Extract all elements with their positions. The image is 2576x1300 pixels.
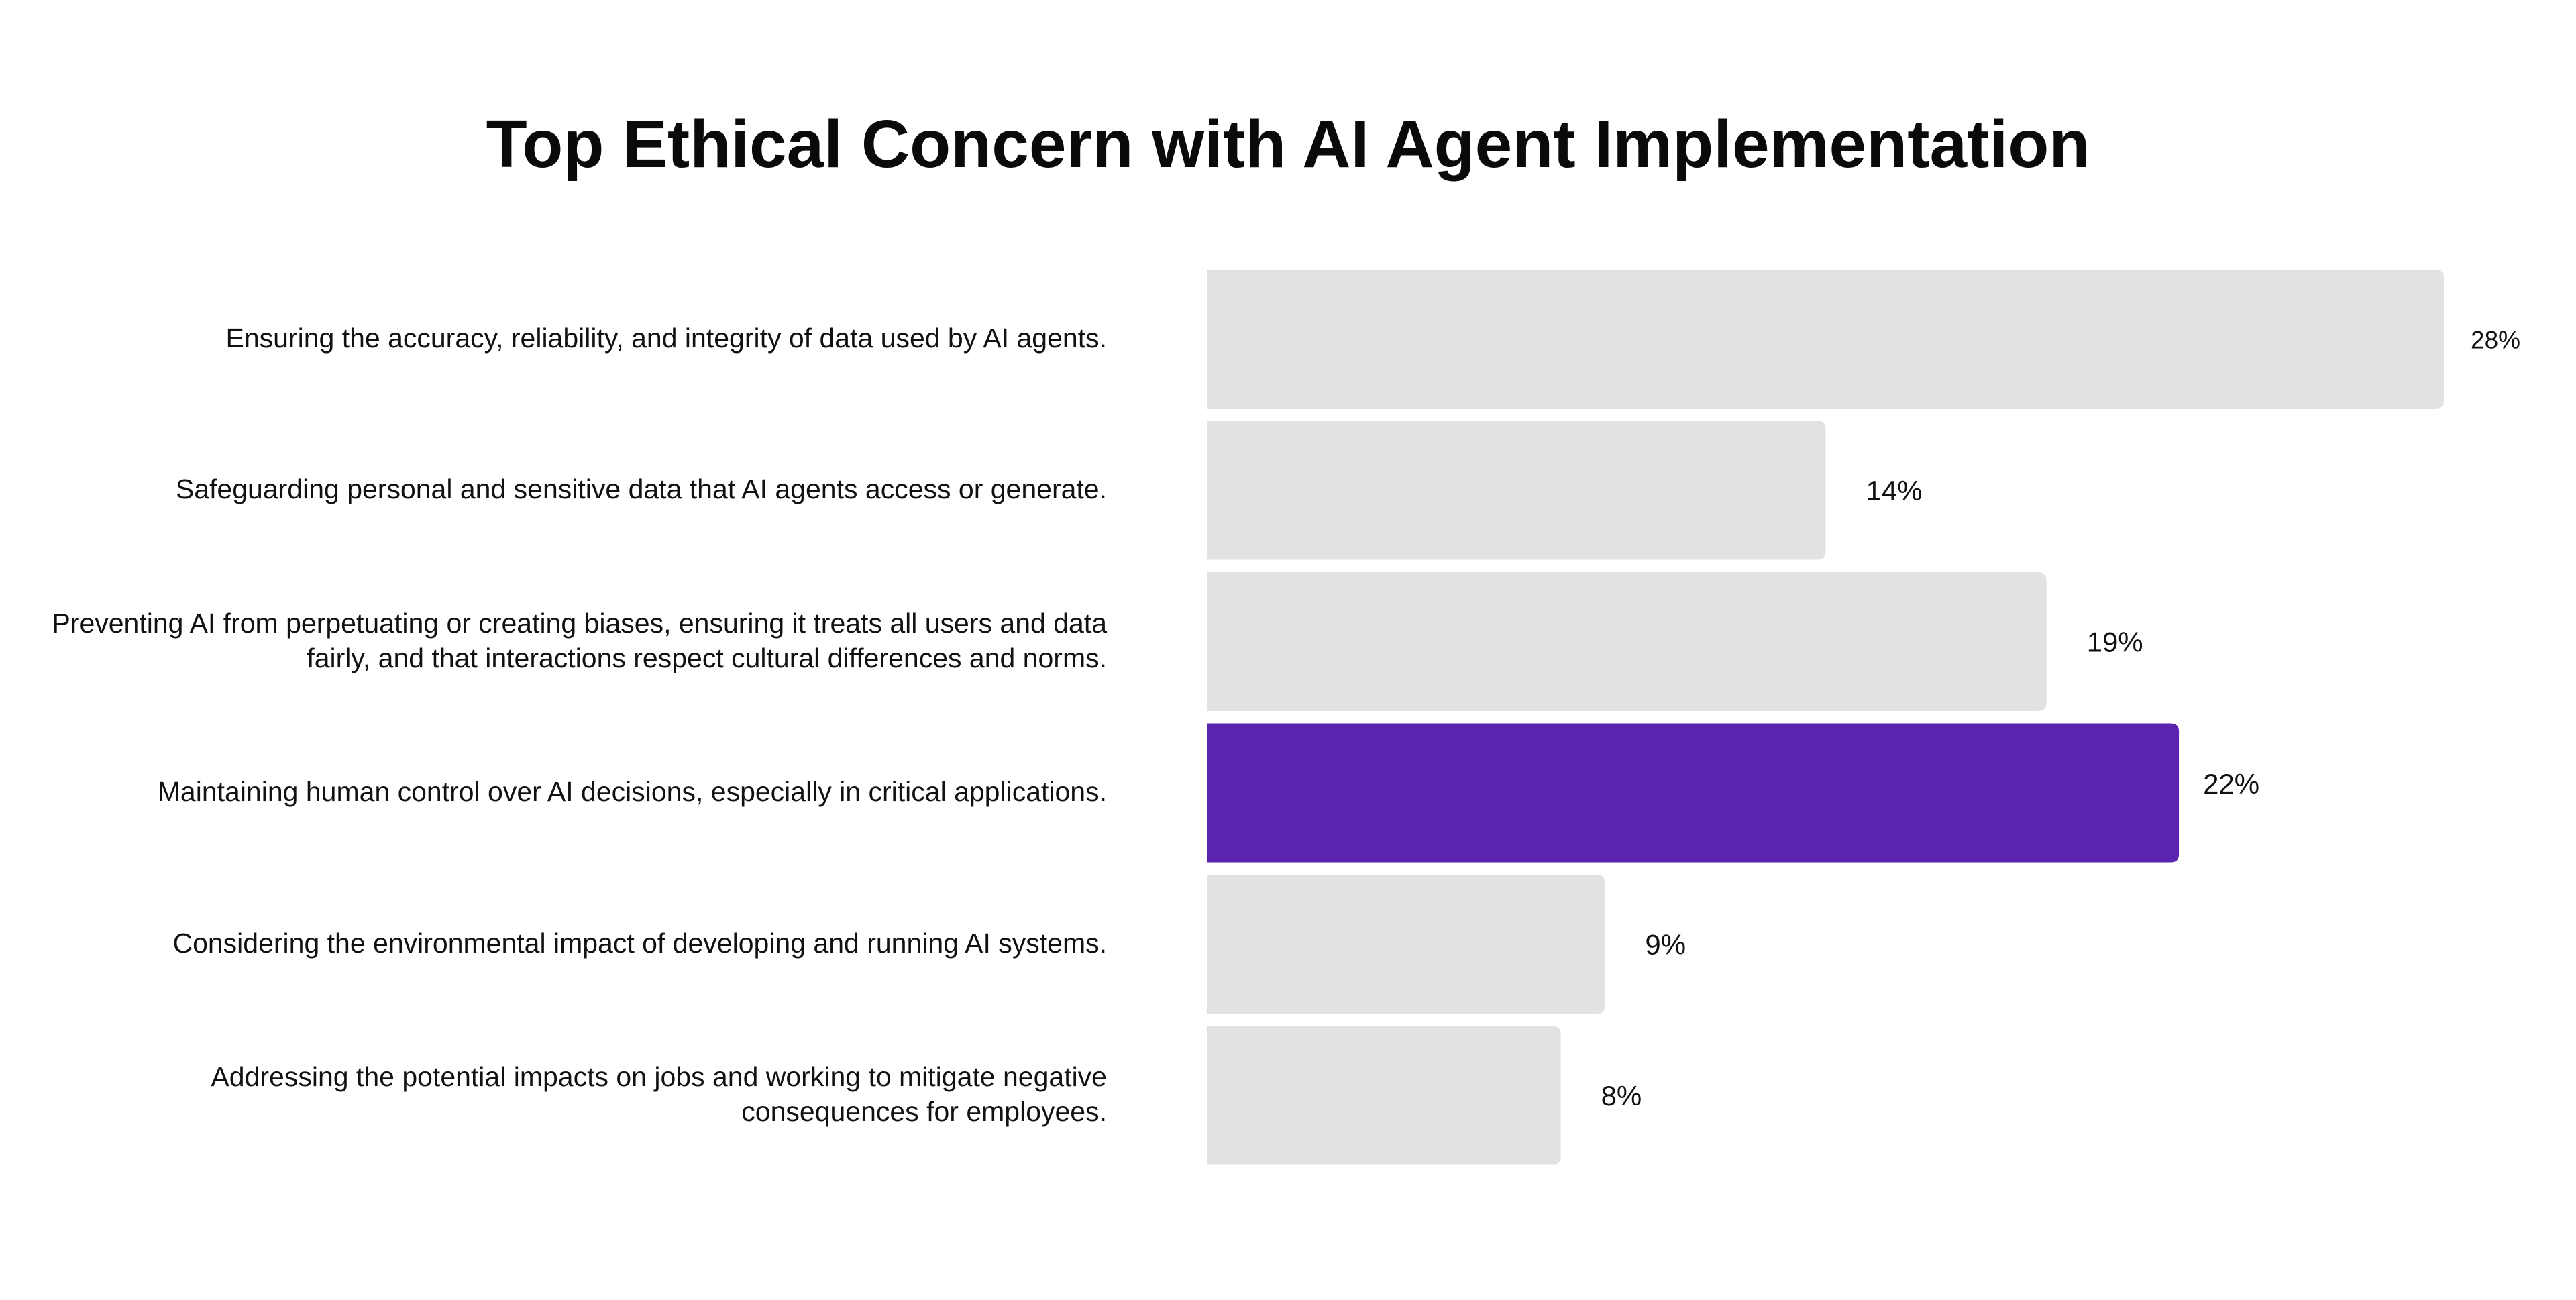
- chart-title: Top Ethical Concern with AI Agent Implem…: [486, 107, 2090, 182]
- value-label-4: 22%: [2203, 768, 2259, 800]
- value-label-1: 28%: [2471, 326, 2520, 354]
- bar-2: [1208, 421, 1826, 560]
- bar-4: [1208, 723, 2180, 863]
- value-label-2: 14%: [1866, 475, 1923, 506]
- bars-group: [1208, 270, 2444, 1165]
- bar-1: [1208, 270, 2444, 409]
- category-label-2: Safeguarding personal and sensitive data…: [175, 474, 1107, 504]
- category-label-5: Considering the environmental impact of …: [172, 927, 1107, 959]
- bar-6: [1208, 1026, 1561, 1165]
- category-label-3: Preventing AI from perpetuating or creat…: [52, 607, 1107, 673]
- value-labels-group: 28% 14% 19% 22% 9% 8%: [1601, 326, 2520, 1112]
- value-label-6: 8%: [1601, 1080, 1642, 1112]
- category-label-1: Ensuring the accuracy, reliability, and …: [225, 322, 1107, 354]
- bar-5: [1208, 875, 1605, 1014]
- value-label-5: 9%: [1645, 929, 1686, 961]
- bar-3: [1208, 572, 2047, 711]
- value-label-3: 19%: [2087, 627, 2143, 658]
- category-label-4: Maintaining human control over AI decisi…: [157, 776, 1107, 807]
- category-label-6: Addressing the potential impacts on jobs…: [211, 1061, 1107, 1127]
